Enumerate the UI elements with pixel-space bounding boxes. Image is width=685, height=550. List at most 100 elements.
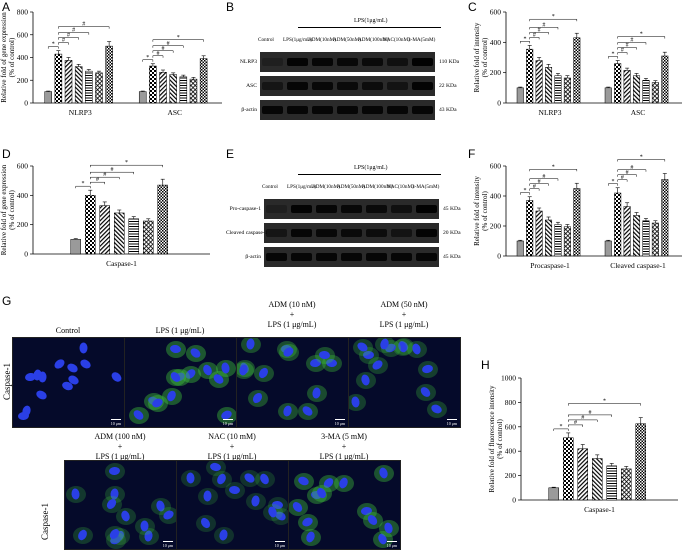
y-axis-label-unit: (% of control) xyxy=(8,190,16,230)
chart-a-gene-expression: 0 200 400 600 800 Relative fold of gene expre… xyxy=(0,8,222,117)
blot-band xyxy=(287,106,308,114)
bar xyxy=(199,58,208,104)
bar xyxy=(85,195,96,255)
significance-bracket xyxy=(520,41,530,44)
nucleus xyxy=(78,357,92,371)
blot-band xyxy=(412,82,433,90)
significance-mark: * xyxy=(125,160,128,166)
significance-bracket xyxy=(617,159,666,162)
blot-header-line xyxy=(298,27,441,28)
y-tick-label: 0 xyxy=(497,99,501,108)
scale-bar xyxy=(163,541,173,542)
bar xyxy=(54,53,63,104)
blot-band xyxy=(291,229,312,237)
bar xyxy=(604,240,612,257)
blot-condition-label: NAC(10nM) xyxy=(387,184,414,190)
bar xyxy=(623,206,631,257)
blot-band xyxy=(316,229,337,237)
blot-band xyxy=(412,106,433,114)
panel-letter-g: G xyxy=(2,294,12,308)
bar xyxy=(149,65,157,104)
significance-mark: # xyxy=(538,27,541,33)
bar xyxy=(114,212,125,255)
bar xyxy=(85,70,93,104)
y-tick-label: 200 xyxy=(505,471,517,480)
significance-mark: * xyxy=(82,181,85,187)
bar xyxy=(661,55,669,104)
significance-mark: # xyxy=(542,22,545,28)
fluorescence-image: 10 μm xyxy=(176,460,289,550)
significance-bracket xyxy=(568,414,612,417)
significance-bracket xyxy=(529,18,578,22)
blot-condition-label: ADM(50nM) xyxy=(337,184,365,190)
nucleus xyxy=(109,370,123,384)
significance-mark: # xyxy=(621,48,624,54)
category-label: Caspase-1 xyxy=(584,505,615,514)
bar xyxy=(526,48,534,104)
nucleus xyxy=(79,342,88,354)
bar xyxy=(592,458,603,501)
blot-band xyxy=(366,205,387,213)
significance-mark: # xyxy=(626,170,629,176)
blot-condition-label: ADM(100nM) xyxy=(358,37,389,43)
blot-band xyxy=(416,253,437,261)
blot-band xyxy=(287,58,308,66)
significance-mark: # xyxy=(574,420,577,426)
significance-mark: # xyxy=(581,415,584,421)
category-label: Cleaved caspase-1 xyxy=(610,261,666,270)
blot-row-label: NLRP3 xyxy=(239,59,257,65)
blot-size-label: 22 KDa xyxy=(439,83,457,89)
blot-strip xyxy=(264,223,439,243)
blot-band xyxy=(366,253,387,261)
blot-band xyxy=(387,106,408,114)
significance-bracket xyxy=(617,169,647,172)
scale-label: 10 μm xyxy=(274,543,285,548)
significance-mark: # xyxy=(621,175,624,181)
significance-bracket xyxy=(568,419,598,422)
significance-mark: * xyxy=(523,36,526,42)
significance-bracket xyxy=(152,55,164,58)
bar xyxy=(651,82,659,104)
nucleus xyxy=(362,351,374,359)
bar xyxy=(535,210,543,257)
image-caption: 3-MA (5 mM) + LPS (1 μg/mL) xyxy=(319,432,369,461)
bar xyxy=(661,179,669,257)
significance-bracket xyxy=(520,192,530,195)
blot-band xyxy=(312,82,333,90)
blot-band xyxy=(312,106,333,114)
significance-mark: * xyxy=(146,55,149,61)
blot-size-label: 20 KDa xyxy=(443,230,461,236)
nucleus xyxy=(17,411,30,421)
y-tick-label: 0 xyxy=(24,99,28,108)
bar xyxy=(526,200,534,257)
blot-band xyxy=(266,205,287,213)
blot-row-label: β-actin xyxy=(245,254,261,260)
significance-mark: # xyxy=(167,41,170,47)
nucleus xyxy=(35,388,49,402)
blot-band xyxy=(362,58,383,66)
blot-band xyxy=(366,229,387,237)
blot-band xyxy=(316,205,337,213)
panel-letter-h: H xyxy=(481,358,490,372)
significance-bracket xyxy=(152,50,174,53)
significance-bracket xyxy=(529,27,559,30)
bar xyxy=(563,226,571,257)
y-tick-label: 400 xyxy=(17,53,29,62)
blot-strip xyxy=(264,247,439,267)
blot-strip xyxy=(260,52,435,72)
scale-bar xyxy=(111,419,121,420)
significance-mark: * xyxy=(611,52,614,58)
bar xyxy=(651,222,659,257)
blot-condition-label: ADM(10nM) xyxy=(312,184,340,190)
significance-mark: # xyxy=(626,43,629,49)
nucleus xyxy=(65,361,80,375)
bar xyxy=(143,220,154,255)
y-tick-label: 400 xyxy=(490,192,502,201)
row-label: Caspase-1 xyxy=(40,503,50,540)
bar xyxy=(548,487,559,501)
significance-mark: # xyxy=(630,38,633,44)
significance-bracket xyxy=(608,183,618,186)
significance-bracket xyxy=(529,183,549,186)
fluorescence-image: 10 μm xyxy=(288,460,401,550)
significance-mark: # xyxy=(82,22,85,28)
